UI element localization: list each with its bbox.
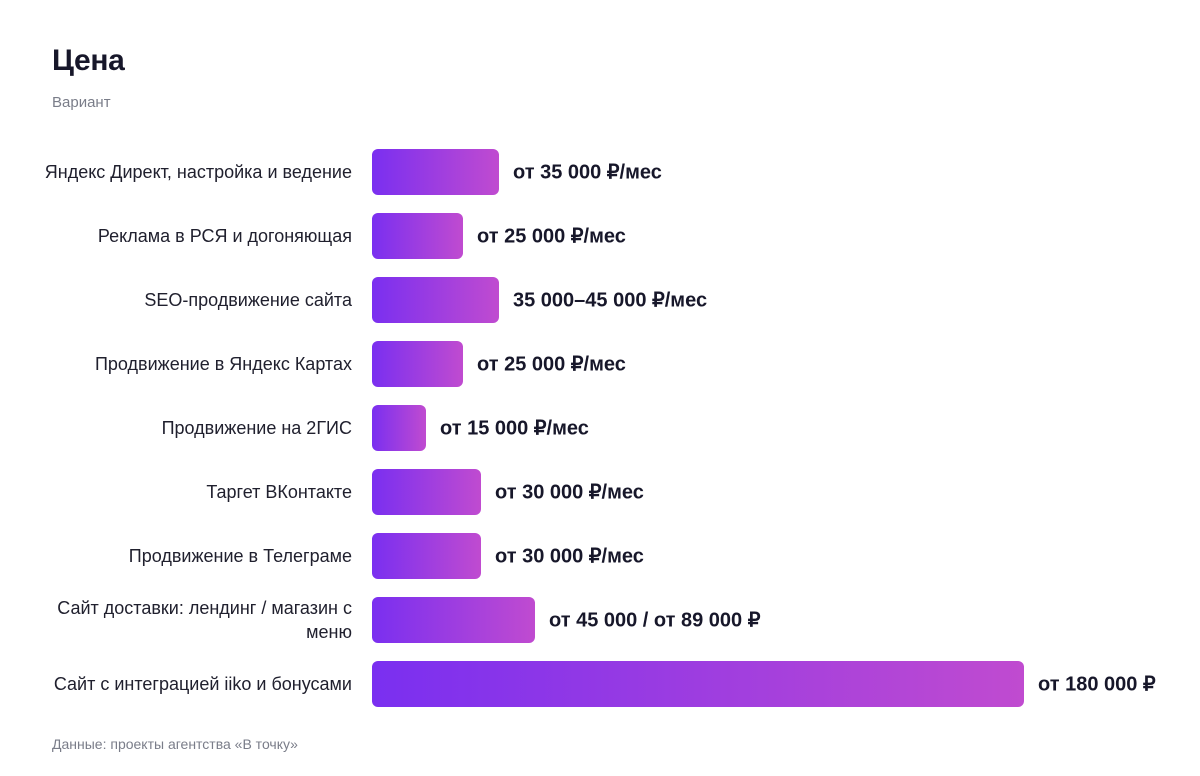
category-label: Продвижение на 2ГИС bbox=[161, 418, 352, 438]
value-label: от 15 000 ₽/мес bbox=[440, 417, 589, 440]
value-label: от 25 000 ₽/мес bbox=[477, 225, 626, 248]
bar bbox=[372, 405, 426, 451]
value-label: 35 000–45 000 ₽/мес bbox=[513, 289, 708, 312]
bar bbox=[372, 661, 1024, 707]
value-label: от 30 000 ₽/мес bbox=[495, 481, 644, 504]
bar-row: Сайт доставки: лендинг / магазин с меню о… bbox=[0, 588, 1200, 652]
bar-row: Продвижение на 2ГИС от 15 000 ₽/мес bbox=[0, 396, 1200, 460]
bar-row: Сайт с интеграцией iiko и бонусами от 180… bbox=[0, 652, 1200, 716]
category-label: Сайт доставки: лендинг / магазин с меню bbox=[57, 598, 352, 642]
chart-title: Цена bbox=[52, 44, 125, 77]
category-label: Сайт с интеграцией iiko и бонусами bbox=[53, 674, 352, 694]
value-label: от 45 000 / от 89 000 ₽ bbox=[549, 609, 761, 632]
bar bbox=[372, 213, 463, 259]
bar-row: Таргет ВКонтакте от 30 000 ₽/мес bbox=[0, 460, 1200, 524]
value-label: от 35 000 ₽/мес bbox=[513, 161, 662, 184]
bar bbox=[372, 341, 463, 387]
value-label: от 180 000 ₽ bbox=[1038, 673, 1156, 696]
bar bbox=[372, 597, 535, 643]
value-label: от 30 000 ₽/мес bbox=[495, 545, 644, 568]
bar-row: Продвижение в Яндекс Картах от 25 000 ₽/м… bbox=[0, 332, 1200, 396]
chart-subtitle: Вариант bbox=[52, 94, 111, 111]
bar bbox=[372, 149, 499, 195]
category-label: Реклама в РСЯ и догоняющая bbox=[97, 226, 352, 246]
bar bbox=[372, 277, 499, 323]
category-label: SEO-продвижение сайта bbox=[144, 290, 352, 310]
chart-source-note: Данные: проекты агентства «В точку» bbox=[52, 736, 298, 752]
value-label: от 25 000 ₽/мес bbox=[477, 353, 626, 376]
bar-row: Реклама в РСЯ и догоняющая от 25 000 ₽/ме… bbox=[0, 204, 1200, 268]
bar-row: Продвижение в Телеграме от 30 000 ₽/мес bbox=[0, 524, 1200, 588]
bar-chart: Яндекс Директ, настройка и ведение от 35 … bbox=[0, 140, 1200, 715]
bar-row: SEO-продвижение сайта 35 000–45 000 ₽/мес bbox=[0, 268, 1200, 332]
bar bbox=[372, 469, 481, 515]
bar bbox=[372, 533, 481, 579]
category-label: Продвижение в Яндекс Картах bbox=[94, 354, 352, 374]
category-label: Яндекс Директ, настройка и ведение bbox=[44, 162, 352, 182]
category-label: Таргет ВКонтакте bbox=[206, 482, 352, 502]
category-label: Продвижение в Телеграме bbox=[128, 546, 352, 566]
bar-row: Яндекс Директ, настройка и ведение от 35 … bbox=[0, 140, 1200, 204]
